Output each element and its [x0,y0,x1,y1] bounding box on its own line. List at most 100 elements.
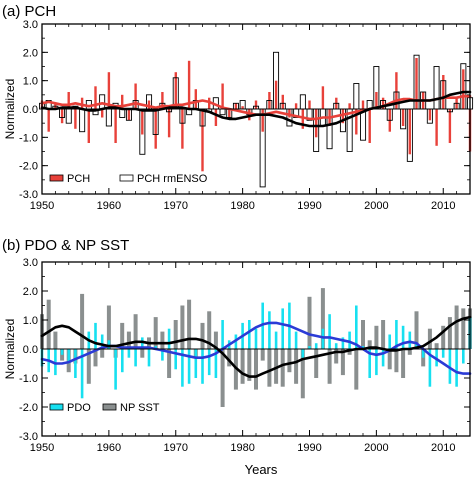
pch-bar [315,109,318,138]
pdo-bar [341,337,345,349]
np-sst-bar [254,349,258,390]
np-sst-bar [140,349,145,358]
pdo-bar [301,349,305,358]
legend-label-pch: PCH [67,173,90,185]
pch-bar [80,97,84,109]
np-sst-bar [213,331,218,349]
pch-bar [161,92,164,109]
pch-rmenso-bars [39,51,474,188]
np-sst-bar [80,293,85,349]
pch-bar [261,109,264,132]
np-sst-bar [120,322,125,349]
pdo-bar [161,349,164,361]
pdo-bar [74,349,77,378]
pdo-bar [154,346,157,349]
x-tick-label: 1990 [297,200,321,212]
np-sst-bar [160,331,165,349]
np-sst-bar [287,349,292,373]
pch-bar [208,97,211,109]
panel-b-title: (b) PDO & NP SST [2,237,129,254]
np-sst-bar [441,325,446,349]
np-sst-bar [267,349,272,387]
np-sst-bar [354,349,359,390]
pdo-bar [268,311,271,349]
y-tick-label: -3.0 [19,431,38,443]
y-tick-label: -1.0 [19,373,38,385]
pdo-bar [381,349,385,367]
np-sst-bar [93,349,98,367]
pch-bar [194,89,197,109]
pch-bar [114,109,117,143]
pch-bar [107,72,111,109]
y-tick-label: -1.0 [19,132,38,144]
pch-bar [134,83,137,109]
pch-bar [174,72,177,109]
smooth-line-smooth-black [40,90,472,128]
pdo-bar [395,320,398,349]
np-sst-bar [427,328,432,349]
pdo-bar [221,320,224,349]
np-sst-bar [274,349,279,384]
np-sst-bar [307,296,312,349]
pch-bar [214,109,218,126]
pch-bar [147,100,151,109]
pch-bar [301,109,304,129]
np-sst-bar [414,311,419,349]
pch-bar [87,109,90,143]
pdo-bar [181,349,184,387]
pch-bar [101,109,104,118]
pch-bar [47,109,50,132]
pch-bar [361,100,365,109]
pdo-bar [368,349,371,378]
pdo-bar [201,349,204,384]
pch-bar [274,80,278,109]
np-sst-bar [153,317,158,349]
pch-bar [167,109,171,138]
pdo-bar [441,349,445,358]
pch-rmenso-bar [79,108,86,133]
pch-bar [121,94,124,109]
pdo-np-smoothed-lines [40,315,472,378]
pch-bar [395,72,398,109]
y-tick-label: 3.0 [23,257,38,269]
pch-bar [321,86,325,109]
legend-swatch-np-sst [102,403,117,411]
pdo-bar [248,320,251,349]
pch-bar [221,83,224,109]
np-sst-bar [227,349,232,367]
np-sst-bar [367,340,372,349]
np-sst-bar [374,325,379,349]
pch-bar [127,109,131,121]
np-sst-bar [387,349,392,370]
panel-a-frame [41,23,471,195]
pch-bar [401,109,405,126]
pch-bar [94,86,97,109]
pdo-bar [408,331,412,349]
pch-bar [308,100,311,109]
pch-bar [74,109,77,129]
y-tick-label: 2.0 [23,47,38,59]
x-tick-label: 1980 [230,200,254,212]
legend-swatch-pch [49,174,64,182]
pdo-bar [67,349,71,364]
pdo-bar [80,349,84,399]
pdo-bar [194,349,198,378]
pdo-bar [375,349,378,376]
pch-rmenso-bar [219,108,226,116]
pdo-bar [294,331,298,349]
pdo-bar [214,349,218,378]
pch-bar [448,109,452,143]
pdo-bar [274,331,278,349]
np-sst-bar [300,349,305,399]
pdo-bar [187,349,191,384]
pch-bar [234,103,238,109]
np-sst-bar [200,322,205,349]
y-tick-label: 0.0 [23,104,38,116]
np-sst-bar [220,349,225,407]
pch-bar [428,109,432,121]
pdo-bar [328,314,331,349]
np-sst-bar [294,349,299,384]
pdo-bar [94,322,97,349]
np-sst-bar [454,305,459,349]
pdo-bar [254,328,258,349]
